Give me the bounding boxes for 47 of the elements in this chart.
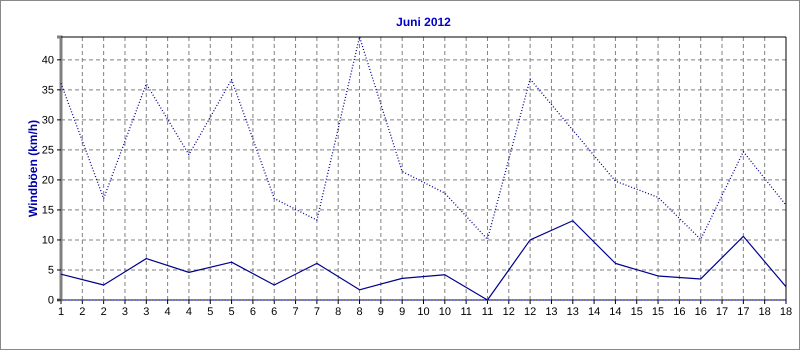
y-tick-label: 35 [42, 84, 54, 96]
x-tick-label: 3 [122, 306, 128, 318]
x-tick-label: 9 [399, 306, 406, 318]
x-tick-label: 15 [652, 306, 664, 318]
x-tick-label: 7 [292, 306, 299, 318]
y-tick-label: 40 [42, 54, 54, 66]
x-tick-label: 18 [758, 306, 771, 318]
x-tick-label: 6 [271, 306, 278, 318]
x-tick-label: 4 [186, 306, 192, 318]
x-tick-label: 12 [524, 306, 536, 318]
y-tick-label: 20 [42, 174, 54, 186]
y-tick-label: 30 [42, 114, 54, 126]
x-tick-label: 2 [100, 306, 107, 318]
x-tick-label: 3 [143, 306, 150, 318]
x-tick-label: 8 [356, 306, 363, 318]
y-tick-label: 10 [42, 234, 54, 246]
x-tick-label: 1 [58, 306, 64, 318]
x-tick-label: 9 [378, 306, 384, 318]
y-axis-title: Windböen (km/h) [26, 120, 40, 218]
x-tick-label: 7 [314, 306, 320, 318]
x-tick-label: 4 [164, 306, 171, 318]
x-tick-label: 14 [609, 306, 622, 318]
x-tick-label: 5 [207, 306, 214, 318]
x-tick-label: 16 [673, 306, 686, 318]
x-tick-label: 10 [438, 306, 451, 318]
x-tick-label: 13 [545, 306, 558, 318]
x-tick-label: 11 [482, 306, 494, 318]
y-tick-label: 15 [42, 204, 54, 216]
chart-title: Juni 2012 [396, 15, 452, 29]
x-tick-label: 14 [588, 306, 600, 318]
x-tick-label: 18 [780, 306, 792, 318]
x-tick-label: 15 [630, 306, 643, 318]
y-tick-label: 5 [48, 264, 54, 276]
x-tick-label: 5 [228, 306, 235, 318]
y-tick-label: 0 [48, 294, 54, 307]
x-tick-label: 12 [502, 306, 515, 318]
line-series [60, 220, 787, 301]
y-tick-label: 25 [42, 144, 54, 156]
x-tick-label: 17 [737, 306, 750, 318]
x-tick-label: 2 [79, 306, 86, 318]
x-tick-label: 16 [694, 306, 707, 318]
x-tick-label: 11 [460, 306, 472, 318]
x-tick-label: 13 [566, 306, 579, 318]
x-tick-label: 17 [716, 306, 728, 318]
x-tick-label: 6 [250, 306, 256, 318]
x-tick-label: 8 [335, 306, 342, 318]
x-tick-label: 10 [417, 306, 430, 318]
